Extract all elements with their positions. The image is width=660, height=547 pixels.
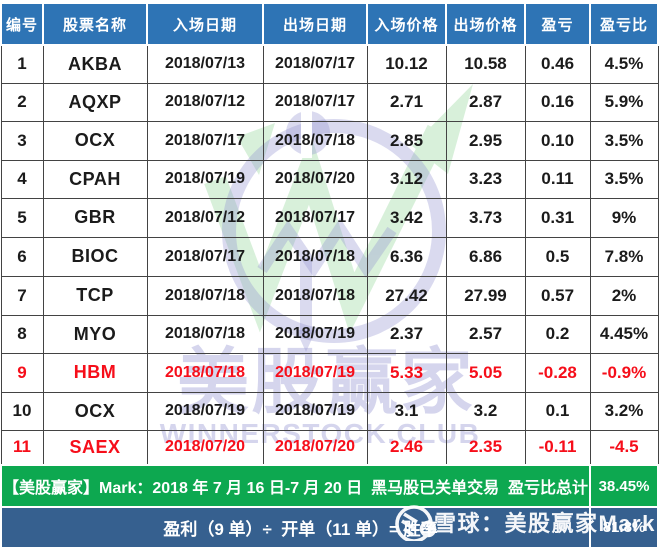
svg-text:雪球：美股赢家Mark: 雪球：美股赢家Mark [434, 511, 656, 536]
